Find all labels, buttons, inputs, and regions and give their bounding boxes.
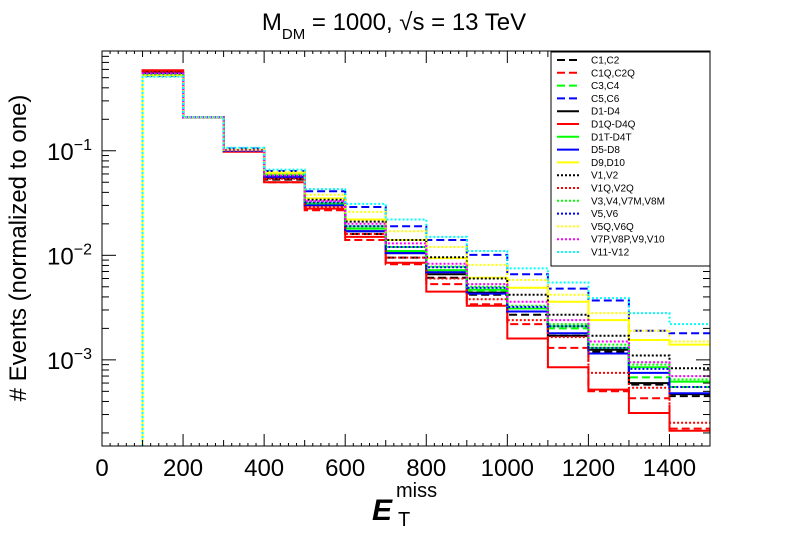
y-tick-label: 10−1 <box>47 137 92 166</box>
legend-label: V3,V4,V7M,V8M <box>591 196 665 207</box>
legend-label: V5,V6 <box>591 209 619 220</box>
legend-label: C5,C6 <box>591 94 620 105</box>
legend-label: C1Q,C2Q <box>591 68 635 79</box>
legend-label: V1Q,V2Q <box>591 184 634 195</box>
title-part: s = 13 TeV <box>412 9 526 36</box>
chart-title: MDM = 1000, √s = 13 TeV <box>262 9 526 43</box>
legend-label: D1T-D4T <box>591 132 632 143</box>
legend-label: C3,C4 <box>591 81 620 92</box>
x-tick-label: 400 <box>244 455 284 482</box>
legend-label: C1,C2 <box>591 56 620 67</box>
title-part: = 1000, <box>305 9 399 36</box>
x-tick-label: 1400 <box>643 455 696 482</box>
x-tick-label: 600 <box>325 455 365 482</box>
series-group <box>141 69 710 446</box>
legend-label: V11-V12 <box>591 248 630 259</box>
x-axis-label-sub: T <box>398 509 410 531</box>
legend-label: D1Q-D4Q <box>591 120 636 131</box>
y-axis-label-text: # Events (normalized to one) <box>5 95 32 402</box>
y-tick-base: 10 <box>47 139 74 166</box>
y-tick-exponent: −2 <box>74 241 92 258</box>
x-axis-label-main: E <box>372 494 393 527</box>
legend-label: D5-D8 <box>591 145 620 156</box>
series-line <box>141 72 710 446</box>
y-tick-base: 10 <box>47 348 74 375</box>
series-line <box>141 74 710 446</box>
title-part: √ <box>399 9 413 36</box>
legend-box <box>550 51 711 267</box>
x-tick-label: 800 <box>406 455 446 482</box>
title-part: M <box>262 9 282 36</box>
x-tick-label: 1000 <box>481 455 534 482</box>
y-tick-exponent: −3 <box>74 346 92 363</box>
x-axis-label-sup: miss <box>396 480 437 502</box>
y-tick-label: 10−3 <box>47 346 92 375</box>
title-part: DM <box>282 26 305 43</box>
series-line <box>141 75 710 446</box>
legend-label: V1,V2 <box>591 171 619 182</box>
legend-label: V7P,V8P,V9,V10 <box>591 235 665 246</box>
legend-label: D9,D10 <box>591 158 625 169</box>
title-text: MDM = 1000, √s = 13 TeV <box>262 9 526 43</box>
x-tick-label: 0 <box>95 455 108 482</box>
y-tick-base: 10 <box>47 243 74 270</box>
legend-label: V5Q,V6Q <box>591 222 634 233</box>
x-tick-label: 200 <box>163 455 203 482</box>
legend-label: D1-D4 <box>591 107 620 118</box>
y-tick-exponent: −1 <box>74 137 92 154</box>
x-tick-label: 1200 <box>562 455 615 482</box>
y-axis-label: # Events (normalized to one) <box>5 95 32 402</box>
y-tick-label: 10−2 <box>47 241 92 270</box>
